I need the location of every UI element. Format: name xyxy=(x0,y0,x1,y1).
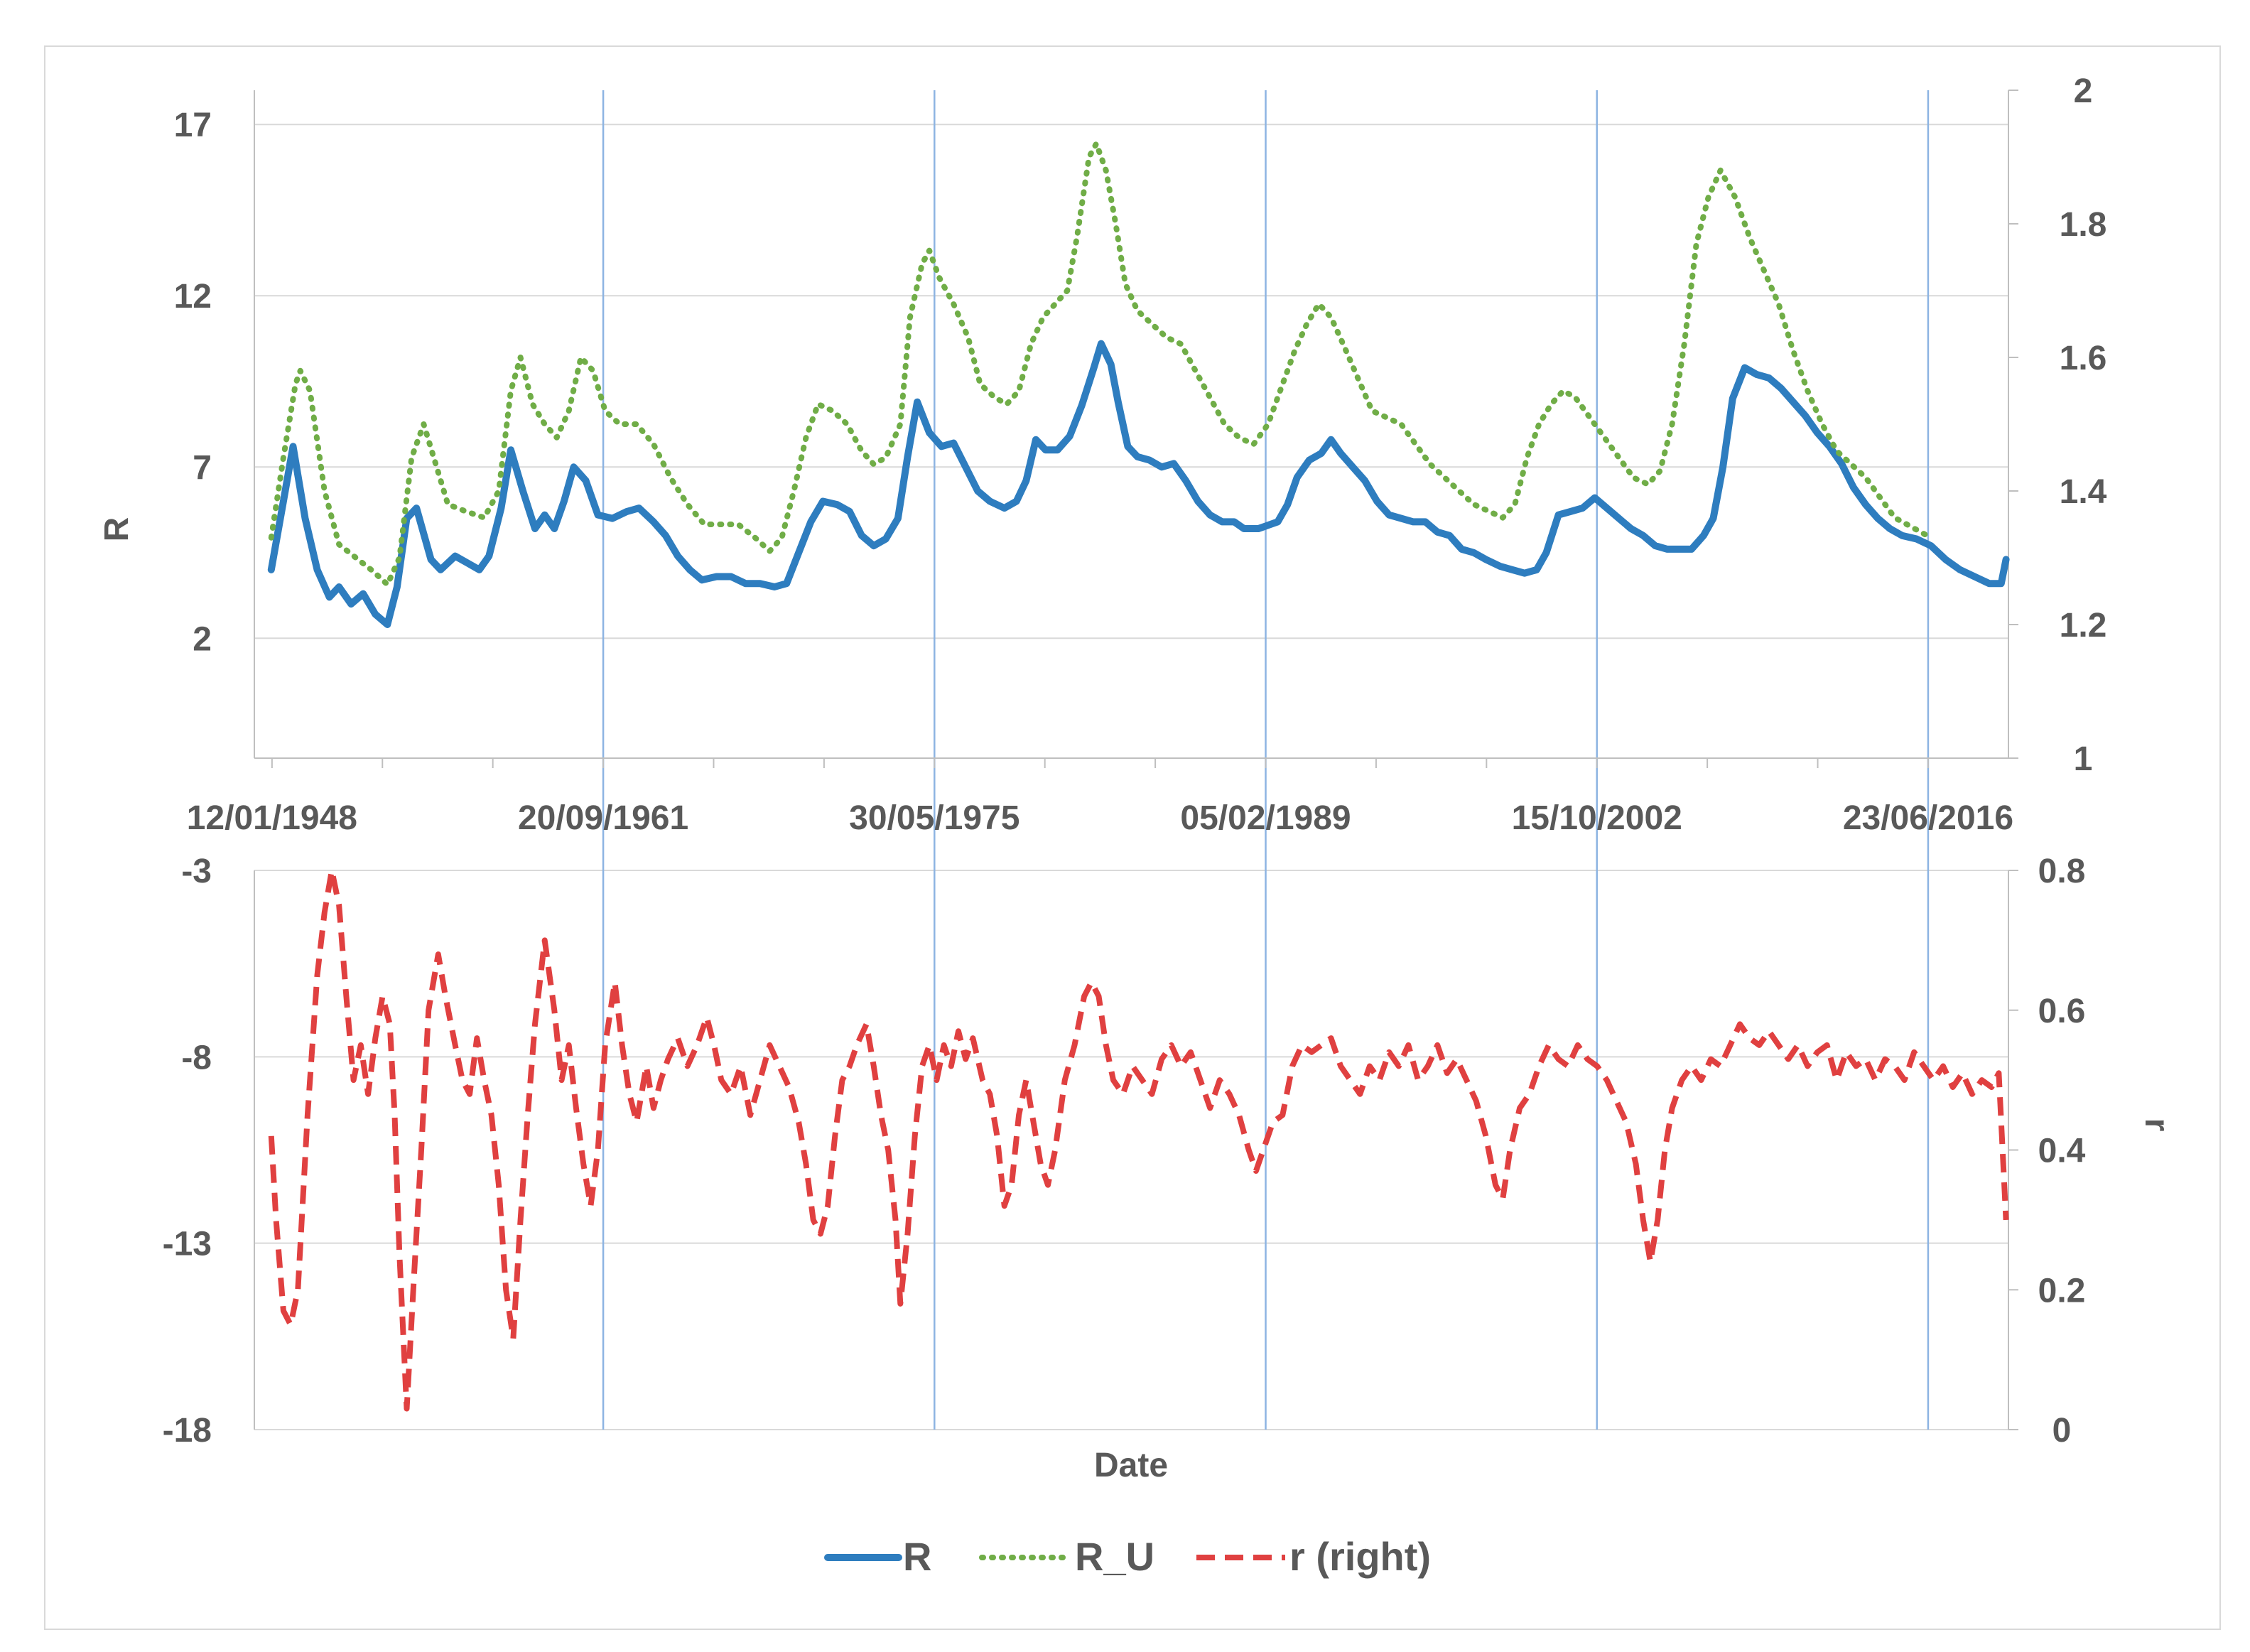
bottom-right-tick-label: 0 xyxy=(2052,1412,2072,1449)
bottom-right-tick-label: 0.4 xyxy=(2038,1133,2086,1170)
chart-frame xyxy=(44,45,2221,1630)
bottom-left-tick-label: -18 xyxy=(163,1412,212,1449)
top-left-tick-label: 17 xyxy=(174,107,212,144)
bottom-left-tick-label: -8 xyxy=(181,1039,212,1076)
date-tick-label: 30/05/1975 xyxy=(849,799,1019,837)
bottom-left-tick-label: -3 xyxy=(181,853,212,890)
bottom-right-tick-label: 0.8 xyxy=(2038,853,2086,890)
bottom-right-tick-label: 0.6 xyxy=(2038,993,2086,1030)
bottom-right-axis-title: r xyxy=(2138,1118,2175,1132)
bottom-right-tick-label: 0.2 xyxy=(2038,1272,2086,1310)
top-left-axis-title: R xyxy=(98,517,136,542)
legend-label: R_U xyxy=(1075,1534,1154,1579)
top-right-tick-label: 1.6 xyxy=(2060,340,2107,377)
top-left-tick-label: 12 xyxy=(174,278,212,315)
legend-label: R xyxy=(903,1534,931,1579)
top-right-tick-label: 1.8 xyxy=(2060,206,2107,244)
top-left-tick-label: 2 xyxy=(193,620,212,658)
series-line-r xyxy=(268,868,2009,1412)
date-tick-label: 20/09/1961 xyxy=(518,799,688,837)
x-axis-title: Date xyxy=(1094,1447,1168,1484)
top-right-tick-label: 1.4 xyxy=(2060,473,2107,511)
date-tick-label: 12/01/1948 xyxy=(187,799,357,837)
top-left-tick-label: 7 xyxy=(193,449,212,487)
top-right-tick-label: 1.2 xyxy=(2060,607,2107,644)
top-right-tick-label: 2 xyxy=(2074,72,2093,110)
top-right-tick-label: 1 xyxy=(2074,740,2093,778)
date-tick-label: 05/02/1989 xyxy=(1180,799,1351,837)
date-tick-label: 23/06/2016 xyxy=(1843,799,2013,837)
series-line-r xyxy=(267,340,2010,628)
legend-label: r (right) xyxy=(1289,1534,1431,1579)
bottom-left-tick-label: -13 xyxy=(163,1226,212,1263)
date-tick-label: 15/10/2002 xyxy=(1512,799,1682,837)
series-line-r-u xyxy=(268,141,1934,588)
